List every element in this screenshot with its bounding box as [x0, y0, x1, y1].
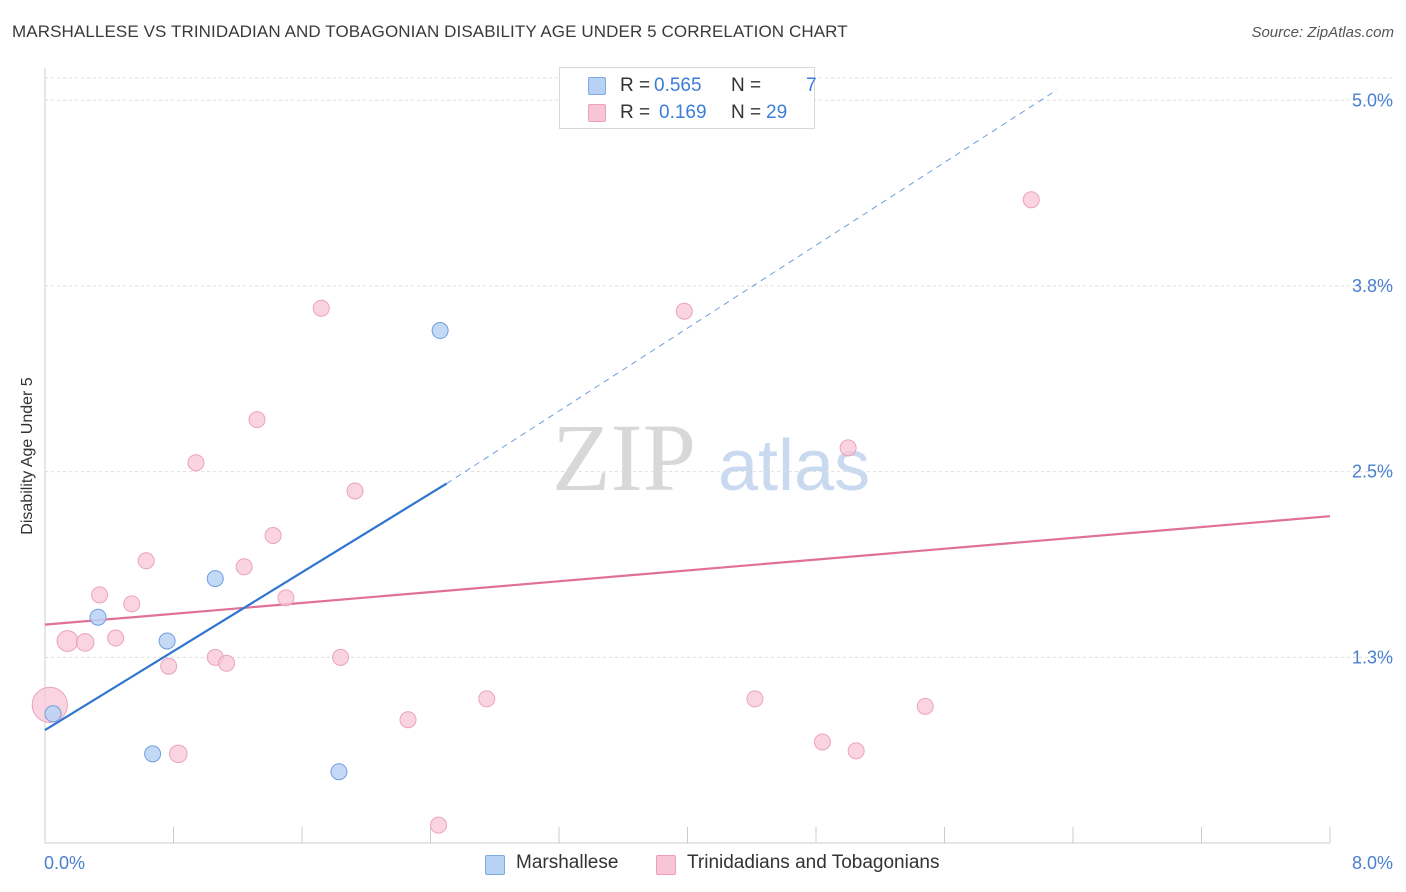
trinidadian-point: [218, 654, 236, 672]
trinidadian-point: [839, 439, 857, 457]
trinidadian-point: [847, 742, 865, 760]
tick-labels: 1.3% 2.5% 3.8% 5.0% 0.0% 8.0%: [44, 90, 1393, 873]
r-label: R =: [620, 102, 651, 123]
trinidadian-point: [312, 299, 330, 317]
trinidadian-point: [107, 629, 125, 647]
trinidadian-point: [235, 558, 253, 576]
watermark-atlas: atlas: [718, 426, 870, 506]
marshallese-trend-extension: [446, 89, 1058, 484]
trinidadian-point: [1022, 191, 1040, 209]
legend-label: Trinidadians and Tobagonians: [687, 852, 940, 873]
trinidadian-point: [187, 454, 205, 472]
trinidadian-point: [478, 690, 496, 708]
trinidadian-point: [332, 648, 350, 666]
n-label: N =: [731, 102, 762, 123]
n-label: N =: [731, 75, 762, 96]
trend-lines: [44, 89, 1331, 732]
y-tick-label: 3.8%: [1352, 276, 1393, 296]
trinidadian-point: [75, 633, 95, 652]
trinidadian-point: [430, 816, 448, 834]
marshallese-swatch: [588, 77, 606, 95]
marshallese-legend-swatch: [485, 855, 505, 875]
marshallese-trend-line: [44, 482, 448, 732]
marshallese-point: [89, 608, 107, 626]
legend-label: Marshallese: [516, 852, 619, 873]
marshallese-point: [144, 745, 162, 763]
marshallese-point: [158, 632, 176, 650]
r-value: 0.169: [659, 102, 707, 123]
trinidadian-point: [160, 657, 178, 675]
trinidadian-point: [916, 697, 934, 715]
marshallese-point: [44, 705, 62, 723]
r-value: 0.565: [654, 75, 702, 96]
marshallese-point: [206, 570, 224, 588]
trinidadian-point: [56, 630, 79, 652]
trinidadian-point: [746, 690, 764, 708]
n-value: 29: [766, 102, 788, 123]
trinidadian-swatch: [588, 104, 606, 122]
trinidadian-point: [399, 711, 417, 729]
source-label: Source: ZipAtlas.com: [1251, 24, 1394, 41]
y-tick-label: 1.3%: [1352, 647, 1393, 667]
chart-title: MARSHALLESE VS TRINIDADIAN AND TOBAGONIA…: [12, 22, 848, 41]
trinidadian-point: [264, 527, 282, 545]
y-tick-label: 2.5%: [1352, 462, 1393, 482]
trinidadian-trend-line: [44, 515, 1331, 626]
marshallese-point: [431, 322, 449, 340]
r-label: R =: [620, 75, 651, 96]
trinidadian-point: [346, 482, 364, 500]
marshallese-point: [330, 763, 348, 781]
trinidadian-point: [137, 552, 155, 570]
trinidadian-point: [675, 302, 693, 320]
trinidadian-point: [277, 589, 295, 607]
n-value: 7: [806, 75, 817, 96]
data-points: [31, 191, 1040, 834]
trinidadian-legend-swatch: [656, 855, 676, 875]
correlation-legend: R = 0.565 N = 7 R = 0.169 N = 29: [559, 67, 817, 129]
trinidadian-point: [248, 411, 266, 429]
x-tick-label: 0.0%: [44, 853, 85, 873]
trinidadian-point: [91, 586, 109, 604]
trinidadian-point: [169, 744, 188, 764]
watermark-zip: ZIP: [552, 404, 696, 511]
x-tick-label: 8.0%: [1352, 853, 1393, 873]
y-tick-label: 5.0%: [1352, 90, 1393, 110]
trinidadian-point: [813, 733, 831, 751]
trinidadian-point: [123, 595, 141, 613]
